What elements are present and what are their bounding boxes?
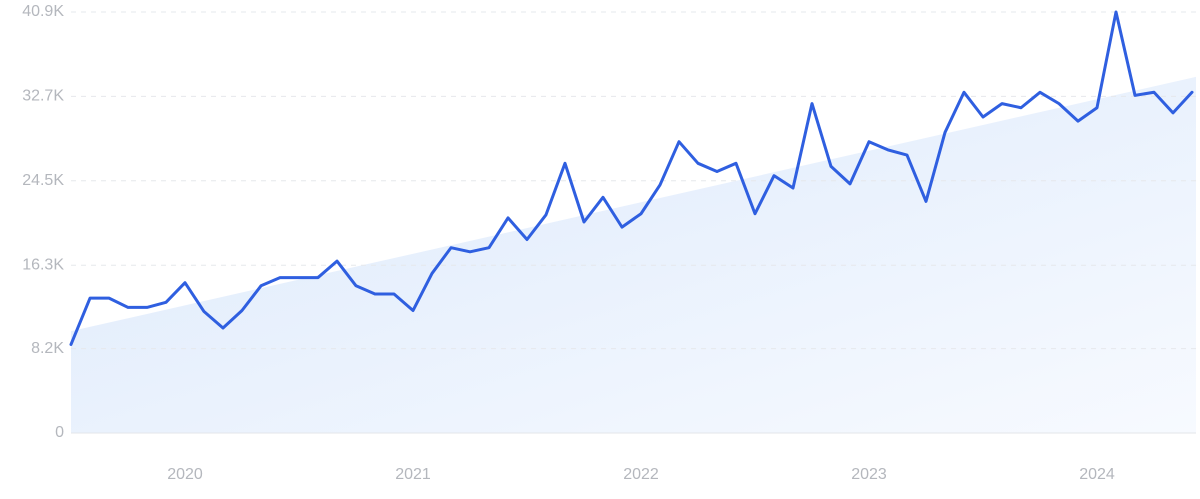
x-tick-label: 2021 [395,466,431,483]
x-tick-label: 2024 [1079,466,1115,483]
y-tick-label: 0 [55,424,64,441]
data-line [69,10,1194,346]
y-tick-label: 24.5K [22,172,64,189]
y-tick-label: 32.7K [22,88,64,105]
y-tick-label: 40.9K [22,3,64,20]
y-tick-label: 16.3K [22,256,64,273]
x-tick-label: 2022 [623,466,659,483]
x-tick-label: 2023 [851,466,887,483]
y-tick-label: 8.2K [31,340,64,357]
x-tick-label: 2020 [167,466,203,483]
trend-area [71,76,1196,433]
